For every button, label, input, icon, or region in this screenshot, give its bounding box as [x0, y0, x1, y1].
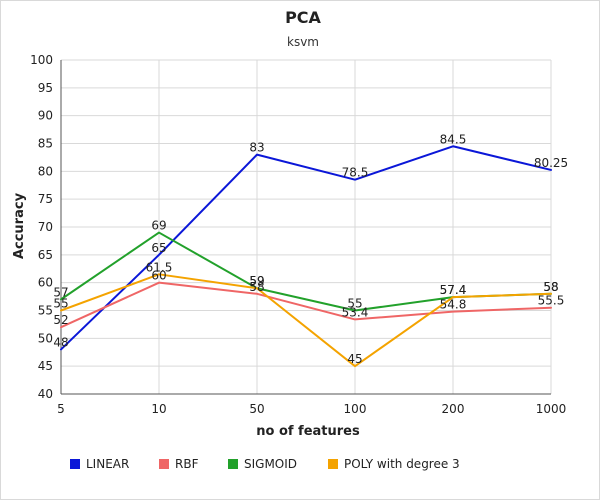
data-label: 59	[249, 274, 264, 288]
data-label: 83	[249, 141, 264, 155]
data-label: 57	[53, 285, 68, 299]
y-tick-label: 90	[38, 109, 53, 123]
data-label: 53.4	[342, 305, 369, 319]
x-tick-label: 10	[151, 402, 166, 416]
legend-swatch[interactable]	[159, 459, 169, 469]
y-tick-label: 55	[38, 304, 53, 318]
x-tick-label: 5	[57, 402, 65, 416]
data-label: 58	[543, 280, 558, 294]
data-label: 57.4	[440, 283, 467, 297]
y-tick-label: 100	[30, 53, 53, 67]
y-tick-label: 75	[38, 192, 53, 206]
data-label: 55.5	[538, 294, 565, 308]
y-tick-label: 70	[38, 220, 53, 234]
chart-subtitle: ksvm	[287, 35, 319, 49]
x-tick-label: 50	[249, 402, 264, 416]
legend: LINEAR RBF SIGMOID POLY with degree 3	[70, 457, 460, 471]
legend-label[interactable]: LINEAR	[86, 457, 129, 471]
gridlines	[60, 59, 552, 395]
data-label: 55	[347, 297, 362, 311]
series-line-sigmoid	[60, 231, 552, 312]
y-tick-label: 85	[38, 137, 53, 151]
series-lines	[60, 145, 552, 368]
y-tick-label: 80	[38, 164, 53, 178]
legend-label[interactable]: SIGMOID	[244, 457, 297, 471]
legend-label[interactable]: RBF	[175, 457, 199, 471]
data-label: 84.5	[440, 132, 467, 146]
legend-swatch[interactable]	[228, 459, 238, 469]
data-label: 69	[151, 219, 166, 233]
y-tick-label: 65	[38, 248, 53, 262]
data-labels: 48 65 83 78.5 84.5 80.25 52 60 58 53.4 54.8 55.5 57 6…	[53, 132, 568, 366]
y-tick-label: 95	[38, 81, 53, 95]
legend-label[interactable]: POLY with degree 3	[344, 457, 460, 471]
chart-title: PCA	[285, 8, 321, 27]
data-label: 60	[151, 269, 166, 283]
x-tick-label: 200	[442, 402, 465, 416]
legend-swatch[interactable]	[328, 459, 338, 469]
data-label: 55	[53, 297, 68, 311]
series-line-rbf	[60, 281, 552, 329]
y-tick-label: 45	[38, 359, 53, 373]
data-label: 45	[347, 352, 362, 366]
data-label: 59	[249, 274, 264, 288]
legend-swatch[interactable]	[70, 459, 80, 469]
data-label: 48	[53, 335, 68, 349]
y-tick-label: 50	[38, 331, 53, 345]
data-label: 58	[543, 280, 558, 294]
data-label: 57.4	[440, 283, 467, 297]
x-axis-title: no of features	[256, 424, 360, 439]
data-label: 58	[249, 280, 264, 294]
data-label: 78.5	[342, 166, 369, 180]
series-line-linear	[60, 145, 552, 351]
y-tick-label: 40	[38, 387, 53, 401]
data-label: 54.8	[440, 298, 467, 312]
series-line-poly-with-degree-3	[60, 273, 552, 368]
x-tick-label: 1000	[536, 402, 567, 416]
axes	[60, 60, 551, 395]
x-tick-label: 100	[344, 402, 367, 416]
data-label: 52	[53, 313, 68, 327]
y-axis-title: Accuracy	[12, 192, 27, 259]
data-label: 61.5	[146, 260, 173, 274]
data-label: 80.25	[534, 156, 568, 170]
data-label: 65	[151, 241, 166, 255]
y-tick-label: 60	[38, 276, 53, 290]
